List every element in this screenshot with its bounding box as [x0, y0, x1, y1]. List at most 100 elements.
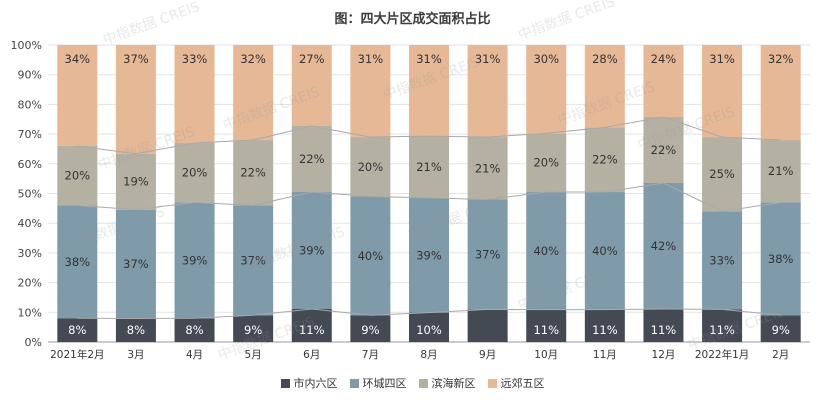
data-label: 31%	[416, 52, 442, 66]
watermark: 中指数据 CREIS	[101, 0, 202, 49]
data-label: 25%	[709, 167, 735, 181]
data-label: 40%	[533, 244, 559, 258]
bar-segment	[760, 140, 801, 203]
data-label: 20%	[182, 166, 208, 180]
chart-legend: 市内六区 环城四区 滨海新区 远郊五区	[0, 375, 825, 391]
bar-segment	[115, 153, 156, 210]
data-label: 9%	[244, 323, 262, 337]
bar-segment	[350, 45, 391, 138]
bar-segment	[115, 318, 156, 342]
y-tick-label: 100%	[11, 39, 42, 52]
bar-segment	[350, 315, 391, 342]
data-label: 21%	[768, 164, 794, 178]
bar-segment	[115, 209, 156, 319]
data-label: 28%	[592, 52, 618, 66]
legend-swatch	[280, 378, 290, 388]
x-tick-label: 10月	[534, 349, 558, 361]
data-label: 31%	[709, 52, 735, 66]
legend-swatch	[418, 378, 428, 388]
data-label: 32%	[240, 52, 266, 66]
x-tick-label: 11月	[593, 349, 617, 361]
x-tick-label: 4月	[186, 349, 203, 361]
data-label: 10%	[416, 323, 442, 337]
data-label: 39%	[416, 248, 442, 262]
data-label: 11%	[651, 323, 677, 337]
data-label: 34%	[65, 52, 91, 66]
series-connector-line	[77, 182, 781, 212]
chart-title: 图：四大片区成交面积占比	[334, 12, 491, 27]
legend-item: 市内六区	[280, 375, 338, 391]
bar-segment	[702, 309, 743, 342]
legend-label: 市内六区	[293, 377, 338, 390]
bar-segment	[57, 205, 98, 319]
bar-segment	[526, 192, 567, 310]
bar-segment	[760, 315, 801, 342]
data-label: 39%	[299, 244, 325, 258]
bar-segment	[57, 318, 98, 342]
data-label: 38%	[65, 255, 91, 269]
data-label: 33%	[709, 253, 735, 267]
x-tick-label: 6月	[303, 349, 320, 361]
data-label: 37%	[240, 253, 266, 267]
bar-segment	[174, 202, 215, 319]
legend-item: 远郊五区	[487, 375, 545, 391]
x-tick-label: 8月	[420, 349, 437, 361]
y-tick-label: 90%	[18, 69, 42, 82]
bar-segment	[702, 45, 743, 138]
bar-segment	[174, 143, 215, 203]
data-label: 31%	[358, 52, 384, 66]
data-label: 19%	[123, 175, 149, 189]
y-tick-label: 30%	[18, 247, 42, 260]
y-tick-label: 20%	[18, 277, 42, 290]
bar-segment	[409, 136, 449, 198]
series-connector-line	[77, 308, 781, 319]
x-tick-label: 12月	[652, 349, 676, 361]
bar-segment	[233, 140, 274, 206]
bar-segment	[467, 199, 508, 310]
y-tick-label: 70%	[18, 128, 42, 141]
bar-segment	[174, 45, 215, 144]
bar-segment	[702, 137, 743, 212]
y-tick-label: 0%	[25, 336, 42, 349]
bar-segment	[584, 45, 625, 128]
legend-item: 环城四区	[349, 375, 407, 391]
y-tick-label: 80%	[18, 98, 42, 111]
data-label: 40%	[358, 249, 384, 263]
bar-segment	[643, 309, 684, 342]
bar-segment	[702, 211, 743, 310]
y-tick-label: 60%	[18, 158, 42, 171]
legend-swatch	[349, 378, 359, 388]
bar-segment	[233, 315, 274, 342]
legend-item: 滨海新区	[418, 375, 476, 391]
data-label: 31%	[475, 52, 501, 66]
x-tick-label: 5月	[245, 349, 262, 361]
data-label: 33%	[182, 52, 208, 66]
data-label: 37%	[123, 257, 149, 271]
data-label: 11%	[592, 323, 618, 337]
bar-segment	[174, 318, 215, 342]
data-label: 21%	[475, 161, 501, 175]
legend-swatch	[487, 378, 497, 388]
bar-segment	[409, 312, 449, 342]
bar-segment	[584, 127, 625, 193]
data-label: 39%	[182, 253, 208, 267]
y-tick-label: 10%	[18, 306, 42, 319]
bar-segment	[584, 192, 625, 310]
bar-segment	[584, 309, 625, 342]
data-label: 8%	[68, 323, 86, 337]
bar-segment	[526, 309, 567, 342]
x-tick-label: 2022年1月	[695, 348, 749, 361]
bar-segment	[643, 45, 684, 117]
data-label: 11%	[299, 323, 325, 337]
series-connector-line	[77, 116, 781, 155]
bar-segment	[409, 197, 449, 313]
bar-segment	[57, 45, 98, 146]
x-tick-label: 2月	[772, 349, 789, 361]
bar-segment	[526, 45, 567, 134]
data-label: 8%	[185, 323, 203, 337]
data-label: 37%	[123, 52, 149, 66]
data-label: 20%	[358, 160, 384, 174]
bar-segment	[409, 45, 449, 137]
data-label: 9%	[772, 323, 790, 337]
